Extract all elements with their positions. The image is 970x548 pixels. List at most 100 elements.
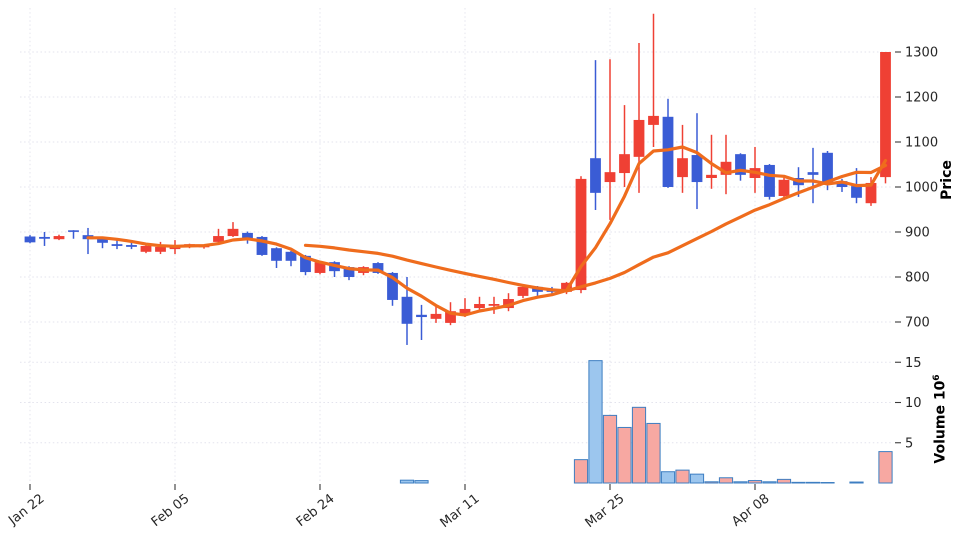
candle-body (242, 232, 253, 241)
volume-scale-exponent: 6 (932, 374, 942, 381)
moving-average-lines (86, 145, 888, 317)
candle-body (213, 236, 224, 242)
candle-body (488, 304, 500, 306)
volume-bars (399, 360, 893, 484)
date-tick-label: Feb 05 (149, 491, 193, 530)
candle-body (256, 236, 268, 255)
volume-bar (718, 477, 734, 484)
candle-body (561, 282, 572, 292)
candle-body (314, 262, 326, 273)
candle-body (372, 263, 384, 273)
candle-body (227, 228, 239, 237)
candle-body (285, 251, 297, 261)
candle-body (24, 236, 36, 243)
candle-body (343, 267, 355, 277)
date-tick-label: Mar 11 (438, 491, 483, 531)
volume-bar (704, 481, 719, 484)
candle-body (764, 164, 775, 197)
volume-bar (791, 481, 806, 484)
price-tick-label: 700 (905, 316, 930, 331)
candle-body (140, 245, 152, 252)
candle-body (633, 119, 645, 157)
volume-bar (776, 478, 792, 484)
candle-body (677, 158, 688, 178)
volume-axis-title: Volume 106 (932, 371, 950, 467)
price-tick-label: 1200 (905, 91, 938, 106)
candle-body (68, 230, 79, 232)
volume-bar (733, 481, 748, 484)
candle-body (53, 236, 65, 240)
volume-bar (631, 406, 647, 484)
volume-bar (414, 480, 429, 484)
price-tick-label: 1100 (905, 136, 938, 151)
candle-body (474, 304, 485, 309)
axis-ticks (29, 51, 901, 490)
candle-body (822, 152, 833, 183)
volume-bar (573, 459, 589, 484)
volume-tick-label: 10 (905, 396, 922, 411)
price-tick-label: 1000 (905, 181, 938, 196)
candle-body (300, 255, 311, 273)
candle-body (445, 311, 456, 323)
date-tick-label: Mar 25 (583, 491, 628, 531)
candle-body (155, 246, 166, 252)
candle-body (590, 158, 601, 193)
candle-body (691, 155, 703, 183)
ma5-line (86, 145, 888, 317)
candle-body (662, 116, 674, 187)
volume-bar (399, 479, 415, 484)
volume-bar (602, 414, 618, 484)
ma20-line (303, 163, 888, 293)
price-tick-label: 800 (905, 271, 930, 286)
volume-bar (617, 426, 632, 484)
candle-body (126, 245, 137, 247)
price-tick-label: 1300 (905, 46, 938, 61)
candle-body (648, 115, 659, 125)
volume-bar (878, 451, 893, 484)
candle-body (430, 313, 442, 319)
candle-body (111, 244, 123, 246)
candle-body (517, 286, 529, 296)
volume-bar (675, 469, 690, 484)
candle-body (503, 299, 514, 309)
volume-bar (646, 422, 661, 484)
candle-body (735, 154, 746, 175)
date-tick-label: Apr 08 (729, 491, 772, 529)
candle-body (836, 181, 848, 187)
candle-body (39, 236, 50, 239)
candle-body (778, 179, 790, 196)
candle-body (416, 314, 427, 318)
price-axis-title: Price (939, 157, 957, 203)
axis-tick-labels: 700 800 900 1000 1100 1200 1300 5 10 15 Jan 22 Feb … (5, 46, 938, 531)
candle-body (865, 182, 877, 204)
volume-tick-label: 5 (905, 436, 913, 451)
candle-body (720, 161, 732, 175)
volume-scale-base: 10 (932, 380, 949, 401)
price-axis-title-text: Price (939, 160, 955, 200)
candle-body (851, 186, 862, 198)
volume-tick-label: 15 (905, 356, 922, 371)
candle-body (401, 296, 413, 324)
candle-body (619, 154, 630, 174)
volume-bar (747, 480, 763, 484)
candle-body (807, 172, 819, 175)
candle-body (706, 174, 717, 178)
volume-bar (660, 471, 676, 484)
price-tick-label: 900 (905, 226, 930, 241)
candle-body (271, 248, 282, 261)
date-tick-label: Jan 22 (5, 491, 47, 529)
volume-bar (805, 481, 821, 484)
candle-body (604, 172, 616, 183)
volume-bar (762, 481, 777, 484)
volume-bar (588, 360, 603, 484)
candle-body (387, 272, 398, 300)
candle-body (459, 308, 471, 314)
volume-bar (689, 473, 705, 484)
candle-body (97, 237, 108, 243)
candle-body (880, 52, 891, 178)
candle-body (575, 178, 587, 291)
volume-bar (849, 481, 864, 484)
date-tick-label: Feb 24 (294, 491, 338, 530)
